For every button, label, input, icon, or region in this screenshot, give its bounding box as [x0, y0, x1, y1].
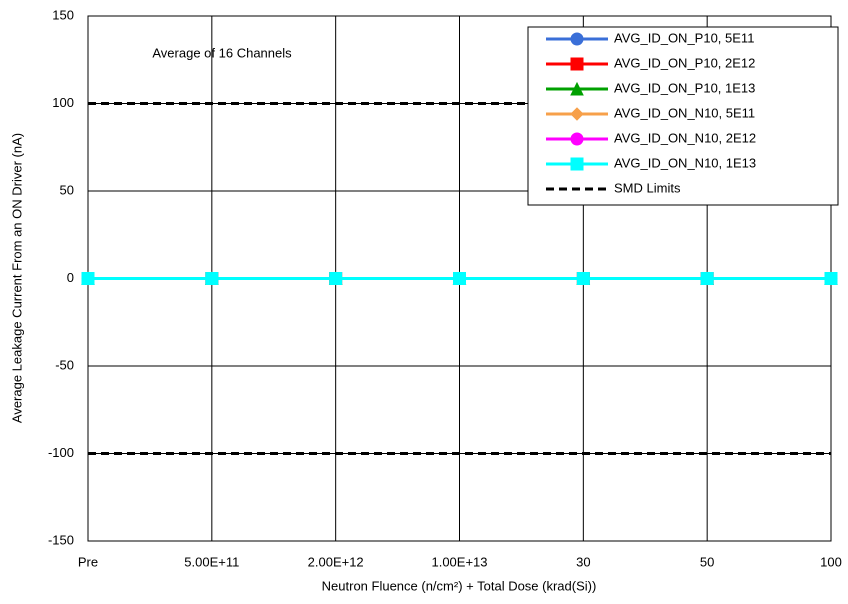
marker	[453, 272, 466, 285]
legend-label: SMD Limits	[614, 180, 681, 195]
y-tick-label: -100	[48, 445, 74, 460]
legend-label: AVG_ID_ON_N10, 2E12	[614, 130, 756, 145]
legend-label: AVG_ID_ON_N10, 5E11	[614, 105, 755, 120]
x-tick-label: 30	[576, 554, 590, 569]
x-tick-label: 50	[700, 554, 714, 569]
x-axis-title: Neutron Fluence (n/cm²) + Total Dose (kr…	[322, 578, 597, 593]
y-tick-label: 0	[67, 270, 74, 285]
y-tick-label: -50	[55, 357, 74, 372]
marker	[570, 107, 584, 121]
marker	[570, 81, 584, 96]
y-tick-label: -150	[48, 532, 74, 547]
marker	[576, 272, 590, 285]
y-axis-title: Average Leakage Current From an ON Drive…	[9, 133, 24, 423]
legend-label: AVG_ID_ON_P10, 2E12	[614, 55, 755, 70]
marker	[570, 32, 584, 46]
marker	[824, 272, 838, 285]
marker	[700, 272, 714, 285]
marker	[570, 157, 584, 171]
x-tick-label: 5.00E+11	[184, 554, 239, 569]
marker	[81, 272, 95, 285]
marker	[570, 132, 584, 146]
annotation: Average of 16 Channels	[152, 45, 292, 60]
legend-label: AVG_ID_ON_N10, 1E13	[614, 155, 756, 170]
y-tick-label: 100	[52, 95, 74, 110]
y-tick-label: 150	[52, 7, 74, 22]
marker	[570, 57, 584, 71]
x-tick-label: 1.00E+13	[431, 554, 487, 569]
y-tick-label: 50	[60, 182, 74, 197]
marker	[205, 272, 219, 285]
x-tick-label: Pre	[78, 554, 98, 569]
marker	[329, 272, 343, 285]
legend-label: AVG_ID_ON_P10, 1E13	[614, 80, 755, 95]
x-tick-label: 2.00E+12	[308, 554, 364, 569]
x-tick-label: 100	[820, 554, 842, 569]
legend-label: AVG_ID_ON_P10, 5E11	[614, 30, 754, 45]
